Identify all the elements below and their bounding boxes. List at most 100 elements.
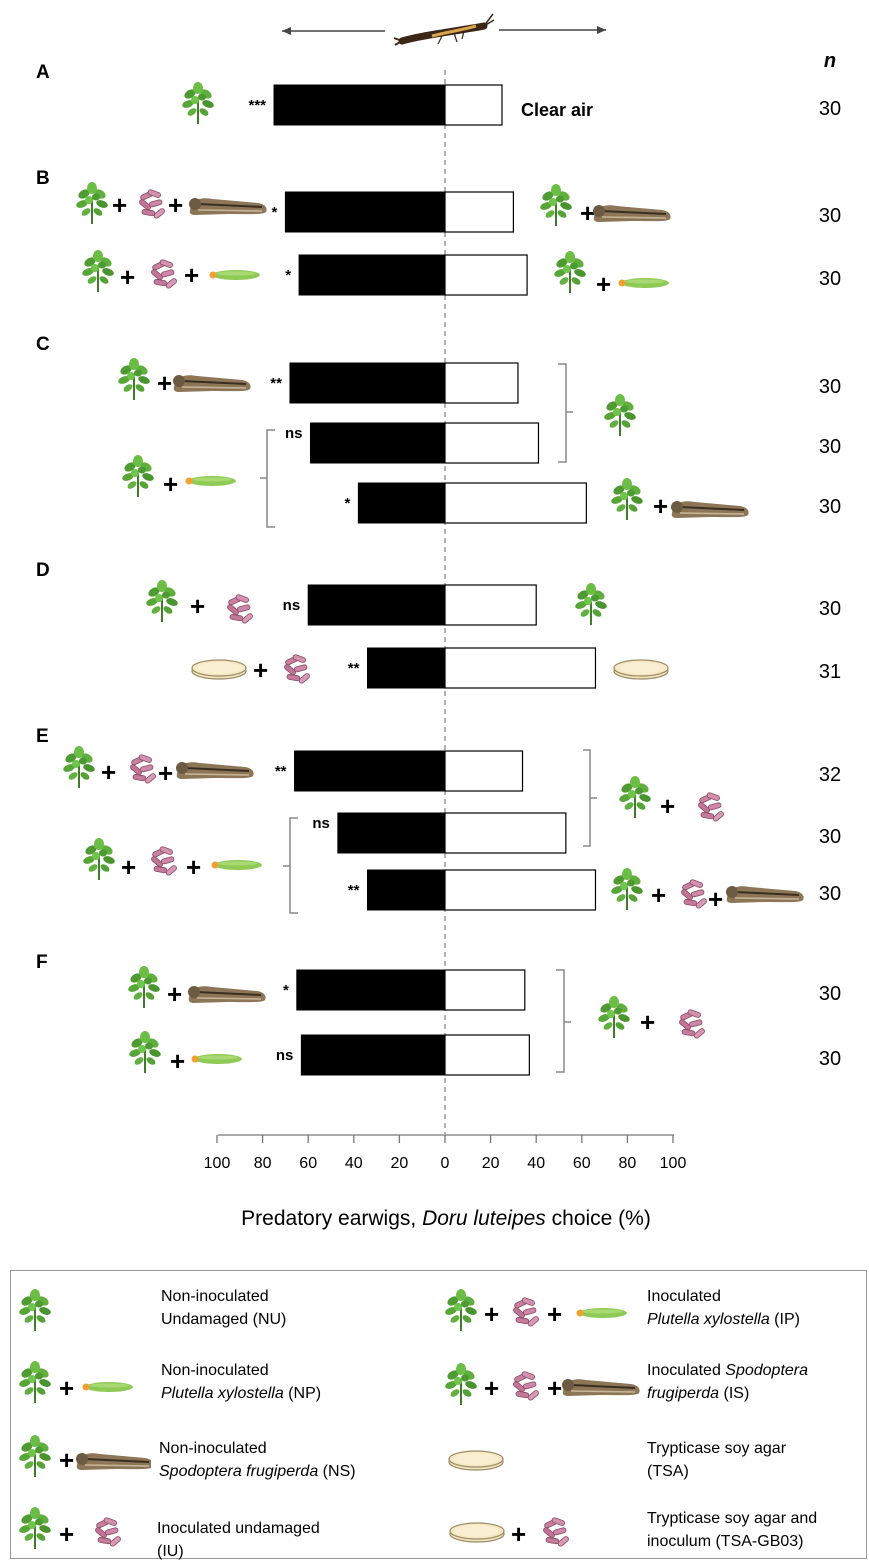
plus-icon: + bbox=[596, 269, 611, 299]
bar-left bbox=[366, 869, 446, 911]
svg-text:+: + bbox=[484, 1373, 499, 1403]
plant-icon bbox=[609, 477, 645, 521]
bar-right bbox=[444, 869, 597, 911]
n-value: 30 bbox=[819, 205, 841, 227]
diamondback-larva-icon bbox=[191, 1054, 242, 1064]
bracket-f-right bbox=[556, 969, 571, 1073]
significance-label: * bbox=[345, 495, 351, 512]
legend-label-is: Inoculated Spodoptera frugiperda (IS) bbox=[647, 1362, 809, 1402]
tick-label: 40 bbox=[345, 1155, 363, 1172]
significance-label: * bbox=[272, 204, 278, 221]
bracket-e-right bbox=[583, 749, 597, 847]
legend-icon-nu bbox=[17, 1288, 53, 1332]
armyworm-icon bbox=[188, 197, 268, 216]
plant-icon bbox=[538, 183, 574, 227]
bar-right bbox=[444, 254, 528, 296]
plant-icon bbox=[120, 454, 156, 498]
panel-label: F bbox=[36, 952, 48, 973]
plant-icon bbox=[74, 181, 110, 225]
bacteria-icon bbox=[678, 1008, 706, 1040]
plus-icon: + bbox=[121, 852, 136, 882]
treatment-icons: + + + + + + + + + + + bbox=[61, 81, 805, 1076]
significance-label: ns bbox=[285, 425, 303, 442]
bacteria-icon bbox=[226, 593, 254, 625]
x-axis-ticks: 100 80 60 40 20 0 20 40 60 80 100 bbox=[204, 1135, 686, 1172]
significance-label: ** bbox=[270, 375, 282, 392]
n-value: 30 bbox=[819, 883, 841, 905]
plus-icon: + bbox=[186, 852, 201, 882]
svg-text:+: + bbox=[547, 1299, 562, 1329]
direction-header bbox=[282, 13, 606, 46]
legend-label-iu: Inoculated undamaged (IU) bbox=[157, 1520, 320, 1560]
bracket-e-left bbox=[283, 817, 298, 914]
agar-dish-icon bbox=[613, 659, 669, 680]
bar-left bbox=[294, 750, 446, 792]
plus-icon: + bbox=[580, 198, 595, 228]
bacteria-icon bbox=[129, 753, 157, 785]
bar-left bbox=[357, 482, 446, 524]
significance-label: ns bbox=[312, 815, 330, 832]
bacteria-icon bbox=[697, 791, 725, 823]
bar-left bbox=[307, 584, 446, 626]
plant-icon bbox=[61, 745, 97, 789]
n-value: 30 bbox=[819, 268, 841, 290]
bar-right bbox=[444, 362, 519, 404]
agar-dish-icon bbox=[191, 659, 247, 680]
legend: Non-inoculated Undamaged (NU) + + Inoculat… bbox=[10, 1270, 867, 1560]
bar-left bbox=[298, 254, 446, 296]
plant-icon bbox=[596, 995, 632, 1039]
diamondback-larva-icon bbox=[211, 860, 262, 870]
earwig-icon bbox=[393, 13, 495, 46]
svg-text:+: + bbox=[59, 1519, 74, 1549]
significance-label: * bbox=[285, 267, 291, 284]
tick-label: 60 bbox=[573, 1155, 591, 1172]
plus-icon: + bbox=[158, 758, 173, 788]
diamondback-larva-icon bbox=[185, 476, 236, 486]
legend-icon-iu: + bbox=[17, 1507, 122, 1550]
plant-icon bbox=[617, 775, 653, 819]
bracket-c-left bbox=[260, 429, 275, 528]
bacteria-icon bbox=[680, 878, 708, 910]
svg-text:+: + bbox=[59, 1373, 74, 1403]
bar-left bbox=[309, 422, 446, 464]
plant-icon bbox=[602, 393, 638, 437]
bracket-c-right bbox=[558, 363, 573, 463]
n-value: 31 bbox=[819, 661, 841, 683]
plus-icon: + bbox=[101, 757, 116, 787]
tick-label: 80 bbox=[254, 1155, 272, 1172]
bar-right bbox=[444, 584, 537, 626]
tick-label: 20 bbox=[391, 1155, 409, 1172]
legend-label-tsa-gb03: Trypticase soy agar and inoculum (TSA-GB0… bbox=[647, 1510, 818, 1550]
n-value: 32 bbox=[819, 764, 841, 786]
tick-label: 0 bbox=[441, 1155, 450, 1172]
bar-left bbox=[337, 812, 446, 854]
tick-label: 100 bbox=[204, 1155, 231, 1172]
plus-icon: + bbox=[120, 262, 135, 292]
bar-right bbox=[444, 812, 567, 854]
bar-left bbox=[273, 84, 446, 126]
legend-icon-ip: + + bbox=[443, 1288, 627, 1332]
significance-label: ** bbox=[275, 763, 287, 780]
tick-label: 80 bbox=[619, 1155, 637, 1172]
significance-label: ** bbox=[348, 882, 360, 899]
tick-label: 40 bbox=[527, 1155, 545, 1172]
n-value: 30 bbox=[819, 1048, 841, 1070]
plus-icon: + bbox=[167, 979, 182, 1009]
significance-label: * bbox=[283, 982, 289, 999]
plant-icon bbox=[144, 579, 180, 623]
clear-air-label: Clear air bbox=[521, 100, 593, 120]
bar-right bbox=[444, 482, 587, 524]
legend-label-ip: Inoculated Plutella xylostella (IP) bbox=[647, 1288, 800, 1328]
bacteria-icon bbox=[150, 845, 178, 877]
legend-label-tsa: Trypticase soy agar (TSA) bbox=[647, 1440, 787, 1480]
bar-right bbox=[444, 969, 526, 1011]
panel-label: B bbox=[36, 168, 50, 189]
plant-icon bbox=[80, 249, 116, 293]
diamondback-larva-icon bbox=[209, 270, 260, 280]
legend-icon-ns: + bbox=[17, 1435, 151, 1478]
armyworm-icon bbox=[670, 500, 750, 519]
n-value: 30 bbox=[819, 983, 841, 1005]
plant-icon bbox=[81, 837, 117, 881]
